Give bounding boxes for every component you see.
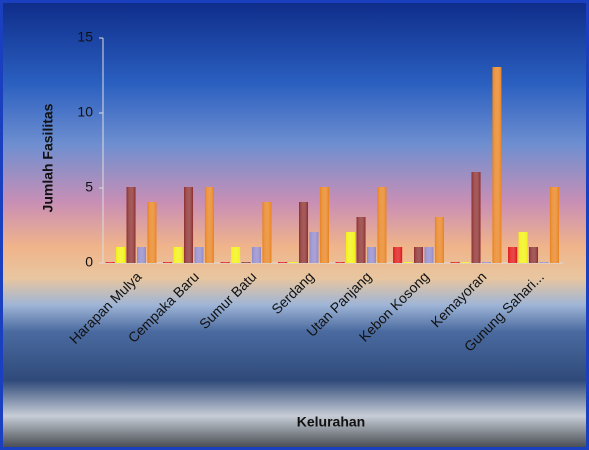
y-tick-label: 0 xyxy=(85,254,93,270)
bar-shine xyxy=(204,187,214,263)
y-tick-label: 10 xyxy=(77,104,93,120)
bar-shine xyxy=(403,262,413,263)
bar-shine xyxy=(518,232,528,263)
bar-shine xyxy=(450,262,460,263)
bar-shine xyxy=(116,247,126,263)
y-tick-label: 15 xyxy=(77,29,93,45)
bar-shine xyxy=(231,247,241,263)
bar-shine xyxy=(173,247,183,263)
bar-shine xyxy=(471,172,481,263)
bar-shine xyxy=(377,187,387,263)
bar-shine xyxy=(529,247,539,263)
x-tick-label: Kemayoran xyxy=(428,268,490,330)
bar-shine xyxy=(549,187,559,263)
bar-shine xyxy=(414,247,424,263)
bar-shine xyxy=(262,202,272,263)
bar-shine xyxy=(126,187,136,263)
bar-shine xyxy=(508,247,518,263)
chart: Jumlah Fasilitas Kelurahan 051015Harapan… xyxy=(40,29,563,430)
bar-shine xyxy=(539,262,549,263)
bar-shine xyxy=(278,262,288,263)
bar-shine xyxy=(241,262,251,263)
bar-shine xyxy=(492,67,502,263)
bar-shine xyxy=(299,202,309,263)
bar-shine xyxy=(393,247,403,263)
x-tick-label: Serdang xyxy=(268,268,317,317)
x-tick-label: Sumur Batu xyxy=(196,268,260,332)
bar-shine xyxy=(251,247,261,263)
bar-shine xyxy=(481,262,491,263)
bar-shine xyxy=(309,232,319,263)
bar-shine xyxy=(319,187,329,263)
y-tick-label: 5 xyxy=(85,179,93,195)
y-axis-label: Jumlah Fasilitas xyxy=(40,103,56,212)
bar-shine xyxy=(163,262,173,263)
bar-shine xyxy=(147,202,157,263)
bar-shine xyxy=(335,262,345,263)
bar-shine xyxy=(220,262,230,263)
bar-shine xyxy=(105,262,115,263)
bar-shine xyxy=(461,262,471,263)
bar-shine xyxy=(136,247,146,263)
bar-shine xyxy=(346,232,356,263)
bar-shine xyxy=(434,217,444,263)
bar-shine xyxy=(288,262,298,263)
bar-shine xyxy=(424,247,434,263)
bar-shine xyxy=(184,187,194,263)
x-axis-label: Kelurahan xyxy=(297,414,365,430)
bar-shine xyxy=(366,247,376,263)
bar-shine xyxy=(356,217,366,263)
bar-shine xyxy=(194,247,204,263)
